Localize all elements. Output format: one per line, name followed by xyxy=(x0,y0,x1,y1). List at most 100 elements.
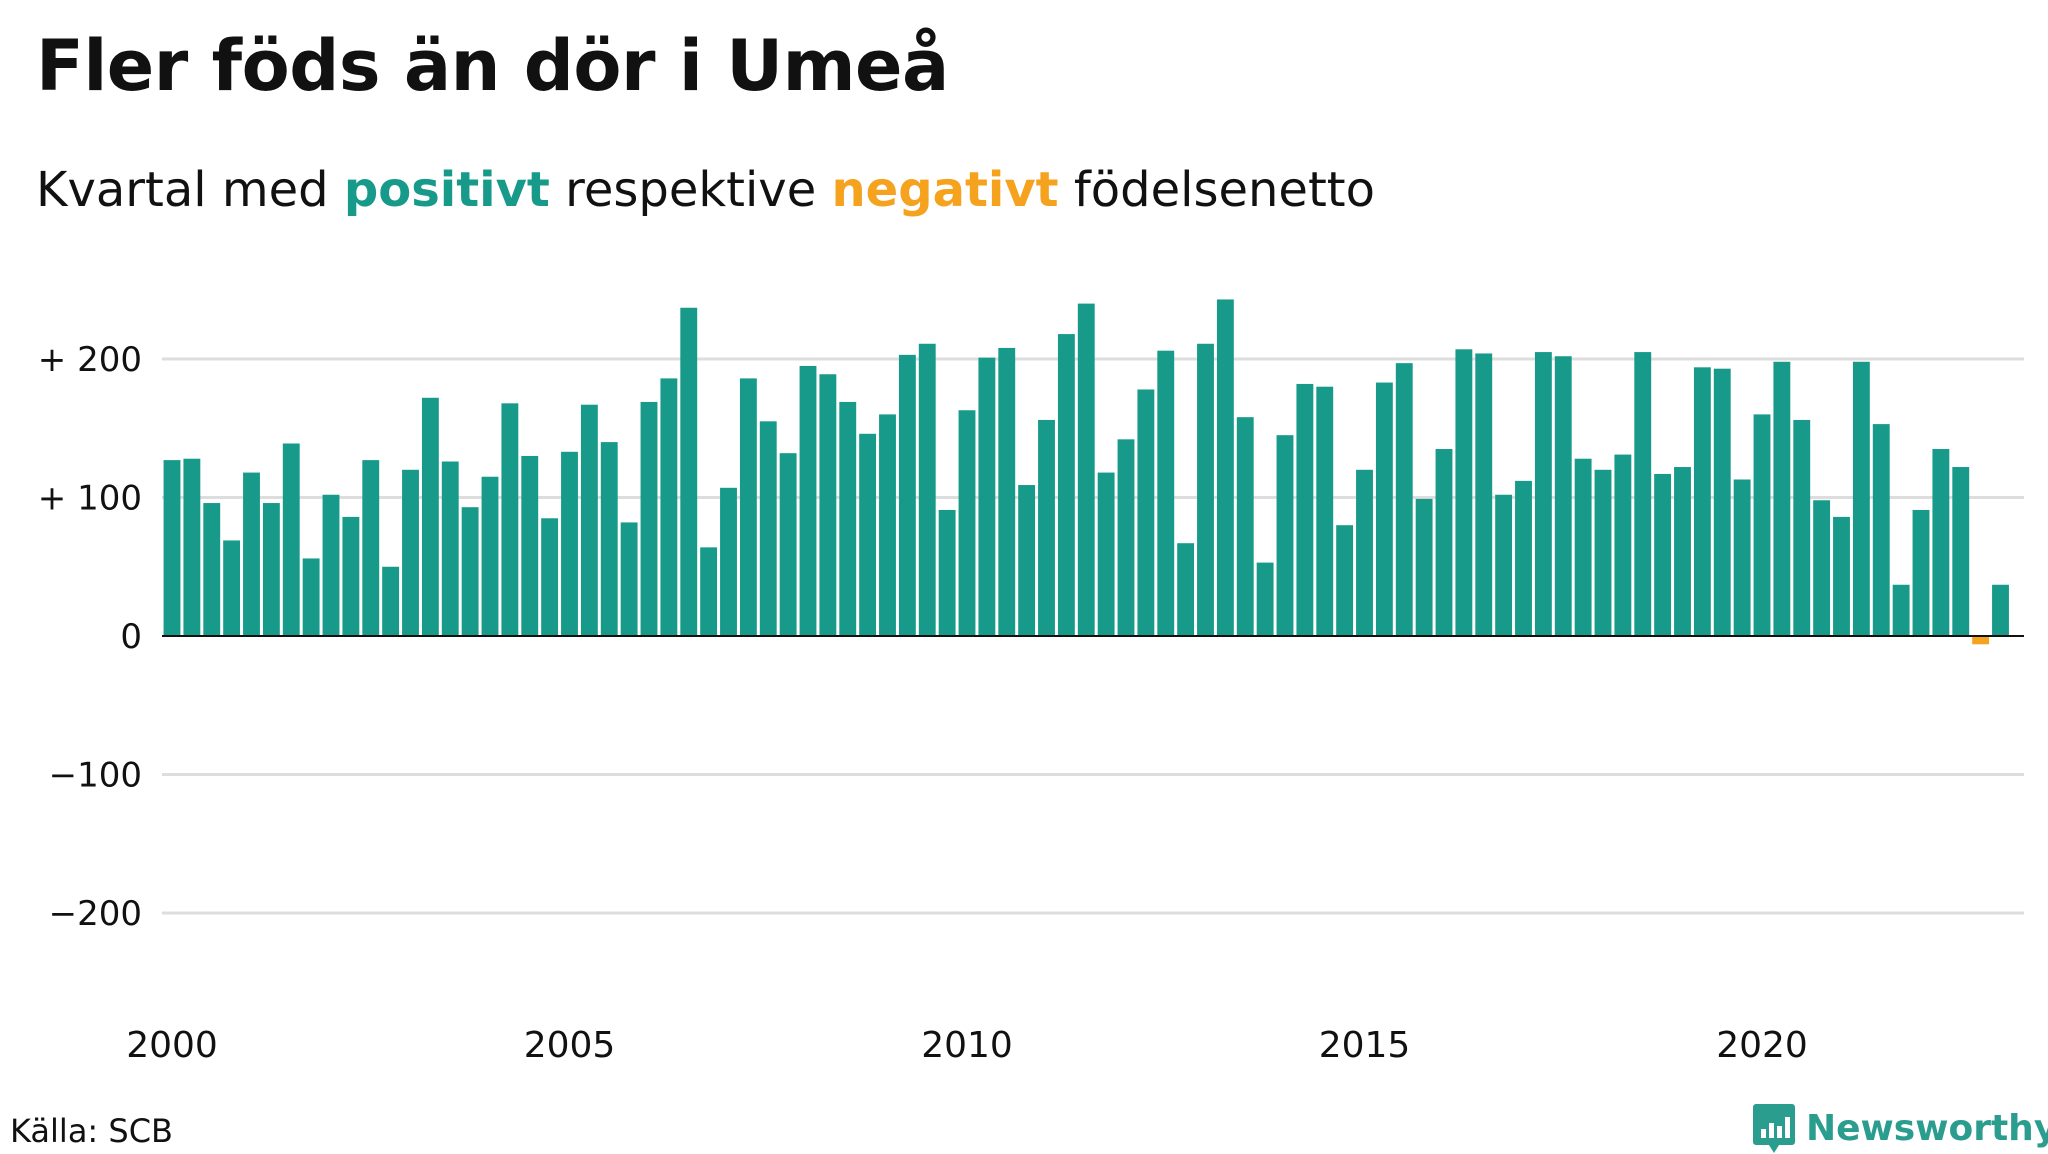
bar xyxy=(1395,363,1413,636)
bar xyxy=(1674,467,1691,636)
bar xyxy=(898,354,916,636)
bar xyxy=(302,558,320,636)
bar xyxy=(580,404,598,636)
bar xyxy=(1316,386,1334,636)
brand-name: Newsworthy xyxy=(1806,1107,2048,1149)
bar xyxy=(402,469,419,636)
bar xyxy=(1693,367,1711,636)
subtitle-negative-word: negativt xyxy=(831,162,1059,218)
bar xyxy=(1634,352,1652,636)
y-tick-label: 0 xyxy=(120,617,142,657)
bar xyxy=(342,516,360,636)
bar xyxy=(243,472,260,636)
bar xyxy=(978,357,996,636)
bar xyxy=(958,410,976,636)
bar xyxy=(1515,480,1532,636)
bar xyxy=(1475,353,1493,636)
bar xyxy=(1177,543,1195,636)
bar xyxy=(640,401,658,636)
y-tick-label: −200 xyxy=(49,894,142,934)
bar xyxy=(938,509,956,636)
bar xyxy=(720,487,737,636)
y-tick-label: + 100 xyxy=(38,479,142,519)
bar xyxy=(1018,485,1036,636)
bar xyxy=(1455,349,1473,636)
subtitle-text-end: födelsenetto xyxy=(1058,162,1375,218)
bar xyxy=(461,507,479,636)
x-tick-label: 2020 xyxy=(1716,1025,1808,1066)
chart-title: Fler föds än dör i Umeå xyxy=(36,25,949,107)
bar xyxy=(1296,383,1314,636)
bar xyxy=(680,307,698,636)
bar xyxy=(521,455,539,636)
subtitle-text-middle: respektive xyxy=(549,162,832,218)
bar xyxy=(1912,509,1930,636)
source-label: Källa: SCB xyxy=(10,1112,173,1150)
bar xyxy=(1733,479,1751,636)
bar xyxy=(600,442,618,636)
y-tick-labels: + 200 + 100 0 −100 −200 xyxy=(38,340,142,934)
bar xyxy=(759,421,777,636)
bar xyxy=(1356,469,1373,636)
bar xyxy=(1435,449,1453,636)
bar xyxy=(223,540,241,636)
bar xyxy=(1574,458,1592,636)
bar xyxy=(1713,368,1731,636)
bar xyxy=(1813,500,1831,636)
bar xyxy=(998,347,1016,636)
bar xyxy=(1077,303,1095,636)
bar xyxy=(1216,299,1234,636)
bar xyxy=(282,443,300,636)
bar xyxy=(541,518,559,636)
brand-logo: Newsworthy xyxy=(1752,1102,2048,1154)
x-tick-label: 2000 xyxy=(126,1025,218,1066)
bar xyxy=(1197,343,1214,636)
bar xyxy=(1753,414,1771,636)
bar xyxy=(660,378,678,636)
bar xyxy=(918,343,936,636)
bar-chart: + 200 + 100 0 −100 −200 2000 2005 2010 2015 2020 xyxy=(38,299,2024,1066)
bar xyxy=(163,460,181,636)
bar xyxy=(1833,516,1850,636)
bar xyxy=(1773,361,1791,636)
bar xyxy=(262,503,280,636)
bar xyxy=(1137,389,1155,636)
chart-subtitle: Kvartal med positivt respektive negativt… xyxy=(36,162,1375,220)
bar xyxy=(561,451,578,636)
bar xyxy=(362,460,380,636)
bar xyxy=(1117,439,1135,636)
bar xyxy=(1952,467,1970,636)
bar xyxy=(1594,469,1612,636)
bar xyxy=(739,378,757,636)
bar xyxy=(1415,498,1433,636)
bar xyxy=(1157,350,1175,636)
bar xyxy=(799,365,817,636)
bar xyxy=(1793,419,1811,636)
bar xyxy=(1872,424,1890,636)
bar xyxy=(1972,636,1990,645)
bar xyxy=(1375,382,1393,636)
x-tick-label: 2010 xyxy=(921,1025,1013,1066)
bar xyxy=(382,566,400,636)
bar xyxy=(700,547,718,636)
bars xyxy=(163,299,2009,645)
bar xyxy=(1495,494,1513,636)
bar xyxy=(322,494,340,636)
bar xyxy=(1554,356,1572,636)
bar xyxy=(819,374,837,636)
subtitle-text-start: Kvartal med xyxy=(36,162,344,218)
bar xyxy=(1256,562,1274,636)
subtitle-positive-word: positivt xyxy=(343,162,550,218)
bar xyxy=(1534,352,1552,636)
bar xyxy=(1038,419,1055,636)
bar xyxy=(441,461,459,636)
bar xyxy=(421,397,439,636)
bar xyxy=(779,453,797,636)
bar xyxy=(839,401,857,636)
bar xyxy=(879,414,896,636)
x-tick-label: 2005 xyxy=(524,1025,616,1066)
bar xyxy=(859,433,877,636)
bar xyxy=(1236,417,1254,636)
bar xyxy=(203,503,221,636)
bar xyxy=(1097,472,1115,636)
